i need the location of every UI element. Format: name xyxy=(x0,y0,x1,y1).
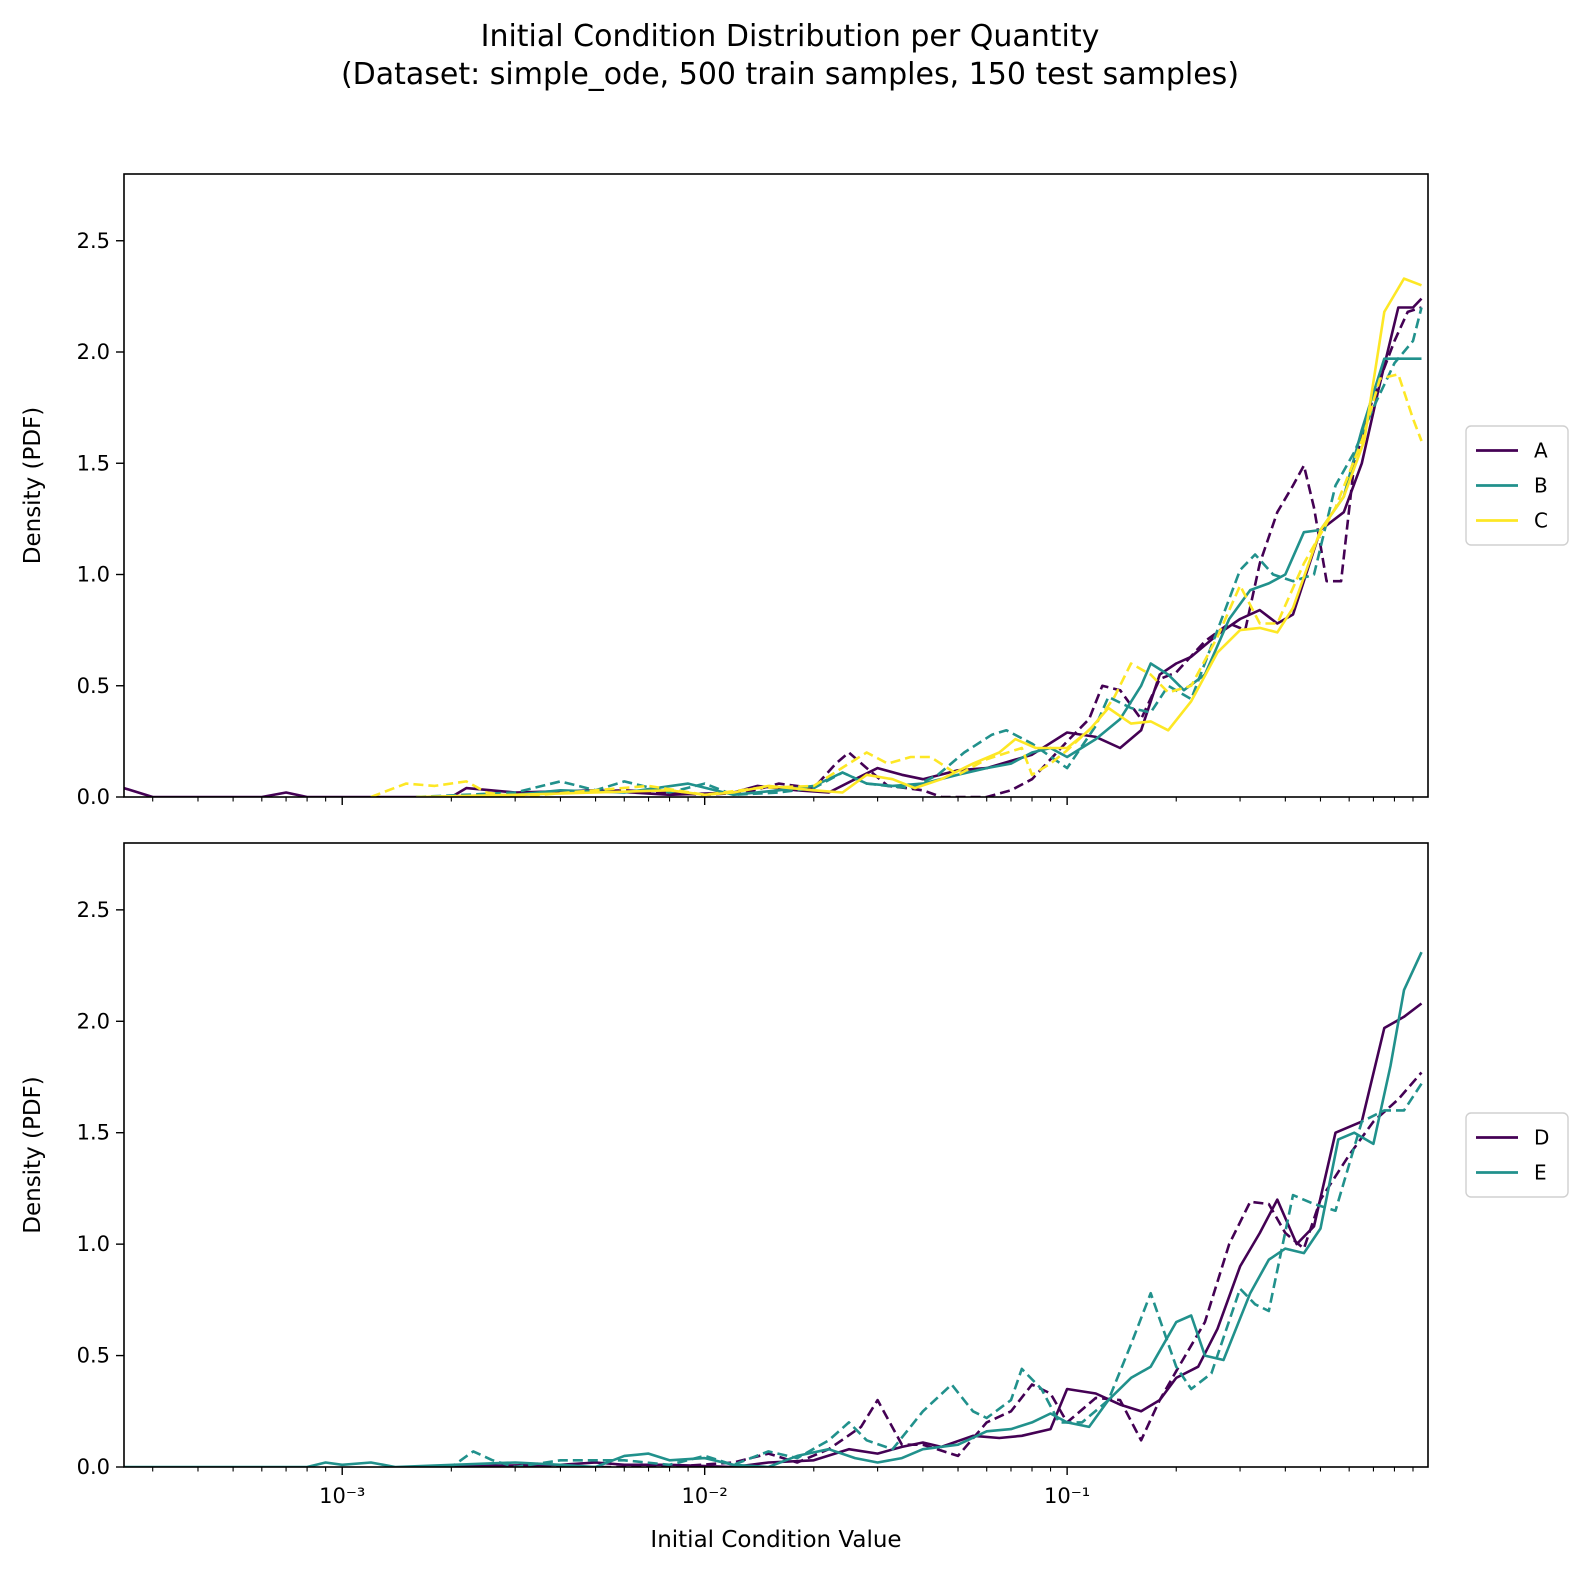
legend-label-A: A xyxy=(1534,439,1548,463)
series-A-dashed-line xyxy=(416,306,1422,797)
x-tick-label: 10⁻² xyxy=(682,1484,728,1508)
y-tick-label: 0.0 xyxy=(77,1455,110,1479)
y-tick-label: 2.0 xyxy=(77,1009,110,1033)
series-B-solid-line xyxy=(416,357,1422,797)
y-tick-label: 0.5 xyxy=(77,1344,110,1368)
figure-title-line2: (Dataset: simple_ode, 500 train samples,… xyxy=(341,57,1239,92)
y-tick-label: 0.0 xyxy=(77,785,110,809)
series-C-dashed-line xyxy=(370,373,1423,797)
series-E-dashed-line xyxy=(416,1082,1423,1467)
top-panel: 0.0 0.5 1.0 1.5 2.0 2.5 Density (PDF) ABC xyxy=(20,173,1569,809)
series-E-solid-line xyxy=(124,951,1423,1467)
legend-label-D: D xyxy=(1534,1126,1549,1150)
y-tick-label: 2.5 xyxy=(77,898,110,922)
y-tick-label: 0.5 xyxy=(77,674,110,698)
y-axis-label: Density (PDF) xyxy=(20,407,46,565)
legend-label-B: B xyxy=(1534,474,1548,498)
series-B-dashed-line xyxy=(416,307,1423,797)
figure-title-line1: Initial Condition Distribution per Quant… xyxy=(481,19,1100,54)
x-tick-label: 10⁻³ xyxy=(319,1484,365,1508)
x-axis-label: Initial Condition Value xyxy=(650,1527,901,1553)
legend: DE xyxy=(1465,1112,1569,1198)
y-tick-label: 1.5 xyxy=(77,1121,110,1145)
legend: ABC xyxy=(1465,425,1569,546)
y-tick-label: 1.0 xyxy=(77,563,110,587)
y-tick-label: 2.0 xyxy=(77,340,110,364)
series-A-solid-line xyxy=(124,297,1423,797)
series-D-solid-line xyxy=(416,1002,1423,1467)
legend-label-E: E xyxy=(1534,1161,1547,1185)
y-tick-label: 2.5 xyxy=(77,229,110,253)
series-C-solid-line xyxy=(416,277,1422,797)
axes-frame xyxy=(123,842,1429,1468)
axes-frame xyxy=(123,173,1429,798)
y-tick-label: 1.0 xyxy=(77,1232,110,1256)
y-axis-label: Density (PDF) xyxy=(20,1076,46,1234)
y-tick-label: 1.5 xyxy=(77,451,110,475)
x-tick-label: 10⁻¹ xyxy=(1044,1484,1090,1508)
legend-label-C: C xyxy=(1534,509,1548,533)
bottom-panel: 0.0 0.5 1.0 1.5 2.0 2.5 10⁻³ 10⁻² 10⁻¹ Density (P… xyxy=(20,842,1569,1553)
series-D-dashed-line xyxy=(451,1071,1423,1467)
